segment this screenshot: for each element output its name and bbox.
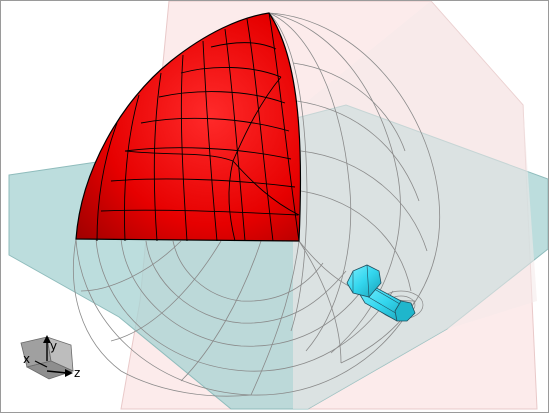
- triad-y-label: y: [50, 339, 57, 353]
- axis-triad-icon: y z x: [20, 335, 80, 380]
- xy-plane-overlap: [293, 1, 537, 409]
- triad-x-label: x: [23, 352, 30, 366]
- triad-z-label: z: [74, 366, 80, 380]
- quarter-sphere-solid[interactable]: [75, 12, 302, 242]
- bolt-part[interactable]: [346, 264, 424, 322]
